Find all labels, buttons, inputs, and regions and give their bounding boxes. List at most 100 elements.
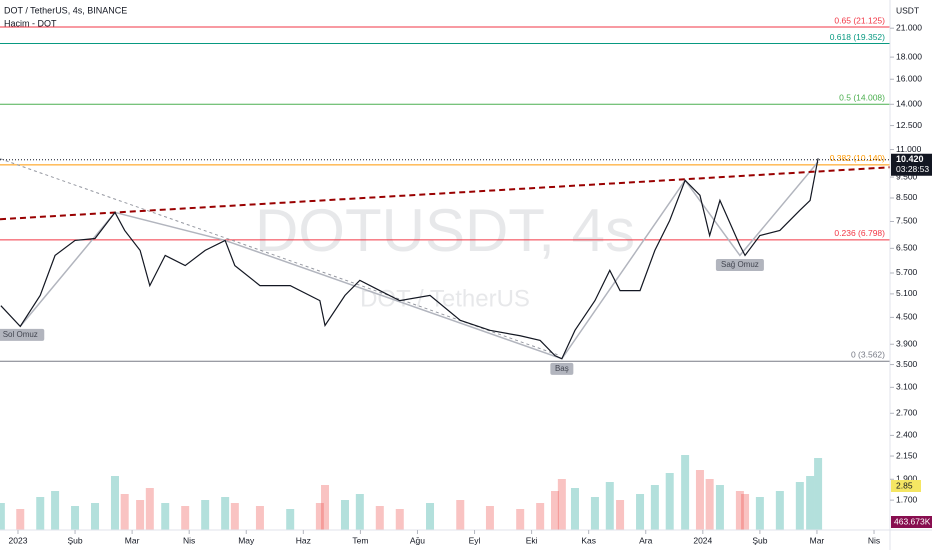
volume-bar <box>145 488 154 530</box>
y-tick-label: 11.000 <box>896 144 922 154</box>
volume-bar <box>71 506 80 530</box>
y-tick-label: 7.500 <box>896 216 918 226</box>
volume-bar <box>340 500 349 530</box>
chart-title: DOT / TetherUS, 4s, BINANCE <box>4 5 127 15</box>
volume-bar <box>755 497 764 530</box>
volume-bar <box>136 500 145 530</box>
volume-bar <box>161 503 170 530</box>
y-tick-label: 1.900 <box>896 474 918 484</box>
x-tick-label: Tem <box>352 535 368 545</box>
volume-bar <box>806 476 815 530</box>
volume-label-bg <box>891 516 932 528</box>
volume-bar <box>590 497 599 530</box>
annotation-box <box>715 258 764 271</box>
volume-bar <box>16 509 25 530</box>
x-tick-label: Eyl <box>469 535 481 545</box>
volume-badge-bg <box>891 480 921 492</box>
volume-bar <box>120 494 129 530</box>
volume-bar <box>36 497 45 530</box>
y-tick-label: 14.000 <box>896 99 922 109</box>
x-tick-label: Nis <box>183 535 195 545</box>
annotation: Sol Omuz <box>3 330 38 339</box>
volume-bar <box>485 506 494 530</box>
annotation-box <box>550 362 574 375</box>
y-tick-label: 8.500 <box>896 192 918 202</box>
volume-bar <box>201 500 210 530</box>
volume-bar <box>705 479 714 530</box>
x-tick-label: Şub <box>67 535 82 545</box>
fib-label: 0.236 (6.798) <box>834 228 885 238</box>
volume-bar <box>516 509 525 530</box>
x-tick-label: Mar <box>810 535 825 545</box>
watermark: DOTUSDT, 4s DOT / TetherUS <box>255 197 635 313</box>
volume-bar <box>51 491 60 530</box>
volume-bar <box>110 476 119 530</box>
y-tick-label: 6.500 <box>896 243 918 253</box>
volume-bar <box>395 509 404 530</box>
volume-bar <box>255 506 264 530</box>
x-tick-label: Ağu <box>410 535 425 545</box>
x-tick-label: Ara <box>639 535 653 545</box>
volume-bar <box>795 482 804 530</box>
volume-bar <box>616 500 625 530</box>
x-tick-label: 2023 <box>9 535 28 545</box>
volume-bar <box>605 482 614 530</box>
y-tick-label: 16.000 <box>896 73 922 83</box>
fib-label: 0.618 (19.352) <box>830 32 885 42</box>
volume-bar <box>0 503 5 530</box>
volume-bar <box>741 494 750 530</box>
countdown: 03:28:53 <box>896 164 929 174</box>
y-tick-label: 12.500 <box>896 120 922 130</box>
x-tick-label: Mar <box>125 535 140 545</box>
price-badge <box>891 153 932 176</box>
y-tick-label: 18.000 <box>896 51 922 61</box>
x-tick-label: Haz <box>296 535 311 545</box>
y-tick-label: 1.700 <box>896 494 918 504</box>
volume-bar <box>775 491 784 530</box>
annotation-box <box>0 328 45 341</box>
y-tick-label: 2.700 <box>896 408 918 418</box>
x-tick-label: Şub <box>752 535 767 545</box>
volume-bar <box>814 458 823 530</box>
volume-bar <box>715 485 724 530</box>
subtitle: Hacim - DOT <box>4 18 57 28</box>
volume-bar <box>321 485 330 530</box>
volume-label: 463.673K <box>894 516 931 526</box>
y-tick-label: 3.900 <box>896 338 918 348</box>
axes: 1.700 1.900 2.150 2.400 2.700 3.100 3.500 3.900… <box>9 22 932 545</box>
volume-bar <box>221 497 230 530</box>
volume-bar <box>315 503 324 530</box>
volume-bar <box>355 494 364 530</box>
x-tick-label: Eki <box>526 535 538 545</box>
volume-bar <box>230 503 239 530</box>
volume-bar <box>551 491 560 530</box>
currency: USDT <box>896 5 919 15</box>
volume-bar <box>735 491 744 530</box>
x-tick-label: Nis <box>868 535 880 545</box>
volume-bar <box>286 509 295 530</box>
watermark-text: DOTUSDT, 4s <box>255 197 635 264</box>
volume-bar <box>181 506 190 530</box>
y-tick-label: 5.700 <box>896 267 918 277</box>
annotation: Sağ Omuz <box>721 260 759 269</box>
fib-label: 0.65 (21.125) <box>834 15 885 25</box>
fib-label: 0 (3.562) <box>851 350 885 360</box>
price-line <box>0 158 819 360</box>
volume-bar <box>426 503 435 530</box>
y-tick-label: 3.100 <box>896 382 918 392</box>
x-tick-label: Kas <box>581 535 596 545</box>
fib-label: 0.382 (10.140) <box>830 153 885 163</box>
y-tick-label: 3.500 <box>896 359 918 369</box>
neckline <box>0 166 891 221</box>
y-tick-label: 2.400 <box>896 430 918 440</box>
volume-bar <box>650 485 659 530</box>
y-tick-label: 2.150 <box>896 450 918 460</box>
time-axis-bg <box>0 530 932 550</box>
volume-bar <box>375 506 384 530</box>
y-tick-label: 5.100 <box>896 288 918 298</box>
fib-label: 0.5 (14.008) <box>839 92 885 102</box>
x-tick-label: 2024 <box>693 535 712 545</box>
volume-bar <box>681 455 690 530</box>
